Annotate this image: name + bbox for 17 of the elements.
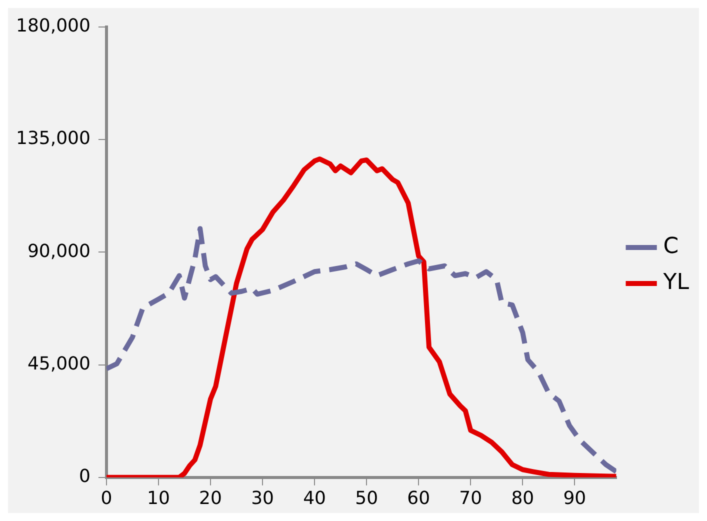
x-tick-label: 90 [563, 488, 586, 509]
y-tick-label: 0 [78, 466, 90, 488]
x-tick-label: 80 [511, 488, 534, 509]
x-tick-label: 0 [100, 488, 112, 509]
legend-label: C [663, 234, 679, 260]
y-tick-label: 45,000 [27, 353, 90, 374]
x-tick-label: 30 [251, 488, 274, 509]
x-tick-label: 40 [303, 488, 326, 509]
x-tick-label: 20 [199, 488, 222, 509]
y-tick-label: 135,000 [16, 128, 90, 150]
x-tick-label: 70 [459, 488, 482, 509]
x-tick-label: 10 [147, 488, 170, 509]
x-tick-label: 50 [355, 488, 378, 509]
legend-label: YL [662, 270, 690, 296]
x-tick-label: 60 [407, 488, 430, 509]
y-tick-label: 180,000 [16, 15, 90, 36]
y-tick-label: 90,000 [27, 240, 90, 262]
